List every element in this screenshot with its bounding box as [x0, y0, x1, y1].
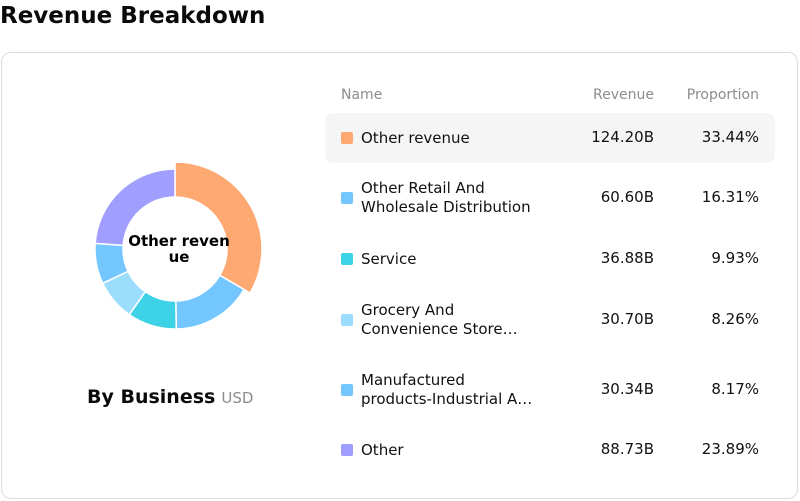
- row-revenue: 88.73B: [600, 440, 654, 458]
- row-name-line: Service: [361, 249, 417, 268]
- chart-title: By Business: [87, 386, 216, 408]
- row-name: Manufactured products-Industrial A…: [361, 371, 561, 409]
- table-row[interactable]: Other revenue 124.20B 33.44%: [325, 113, 775, 163]
- pie-slice[interactable]: [174, 163, 263, 295]
- row-proportion: 33.44%: [701, 128, 759, 146]
- row-name: Other Retail And Wholesale Distribution: [361, 179, 561, 217]
- legend-swatch: [341, 192, 353, 204]
- legend-swatch: [341, 384, 353, 396]
- row-proportion: 8.17%: [711, 380, 759, 398]
- legend-swatch: [341, 314, 353, 326]
- revenue-table: Name Revenue Proportion Other revenue 124…: [325, 78, 775, 459]
- header-name: Name: [341, 87, 383, 103]
- table-header: Name Revenue Proportion: [325, 78, 775, 113]
- row-name: Other: [361, 441, 561, 460]
- table-row[interactable]: Manufactured products-Industrial A… 30.34B…: [325, 365, 775, 415]
- donut-svg: [94, 163, 263, 330]
- row-revenue: 30.34B: [600, 380, 654, 398]
- table-row[interactable]: Service 36.88B 9.93%: [325, 234, 775, 284]
- legend-swatch: [341, 253, 353, 265]
- row-name-line: Convenience Store…: [361, 320, 518, 338]
- pie-slice[interactable]: [94, 168, 176, 247]
- row-name: Service: [361, 250, 561, 269]
- row-proportion: 8.26%: [711, 310, 759, 328]
- legend-swatch: [341, 444, 353, 456]
- row-proportion: 23.89%: [701, 440, 759, 458]
- table-row[interactable]: Other Retail And Wholesale Distribution 60…: [325, 173, 775, 223]
- donut-center-label: Other revenue: [128, 232, 230, 266]
- row-proportion: 16.31%: [701, 188, 759, 206]
- row-revenue: 60.60B: [600, 188, 654, 206]
- row-revenue: 36.88B: [600, 249, 654, 267]
- row-name-line: Wholesale Distribution: [361, 198, 531, 216]
- row-name: Other revenue: [361, 129, 561, 148]
- row-name: Grocery And Convenience Store…: [361, 301, 561, 339]
- header-proportion: Proportion: [686, 87, 759, 103]
- row-name-line: Other: [361, 440, 404, 459]
- pie-slice[interactable]: [175, 274, 246, 330]
- row-proportion: 9.93%: [711, 249, 759, 267]
- chart-caption: By Business USD: [87, 386, 253, 408]
- table-row[interactable]: Grocery And Convenience Store… 30.70B 8.26%: [325, 295, 775, 345]
- currency-unit: USD: [221, 389, 254, 407]
- row-name-line: products-Industrial A…: [361, 390, 533, 408]
- header-revenue: Revenue: [593, 87, 654, 103]
- table-row[interactable]: Other 88.73B 23.89%: [325, 425, 775, 475]
- row-name-line: Other revenue: [361, 128, 470, 147]
- row-name-line: Other Retail And: [361, 179, 485, 197]
- page-title: Revenue Breakdown: [0, 3, 266, 29]
- legend-swatch: [341, 132, 353, 144]
- row-revenue: 124.20B: [591, 128, 654, 146]
- row-revenue: 30.70B: [600, 310, 654, 328]
- row-name-line: Manufactured: [361, 371, 465, 389]
- donut-chart: Other revenue: [93, 163, 265, 335]
- row-name-line: Grocery And: [361, 301, 455, 319]
